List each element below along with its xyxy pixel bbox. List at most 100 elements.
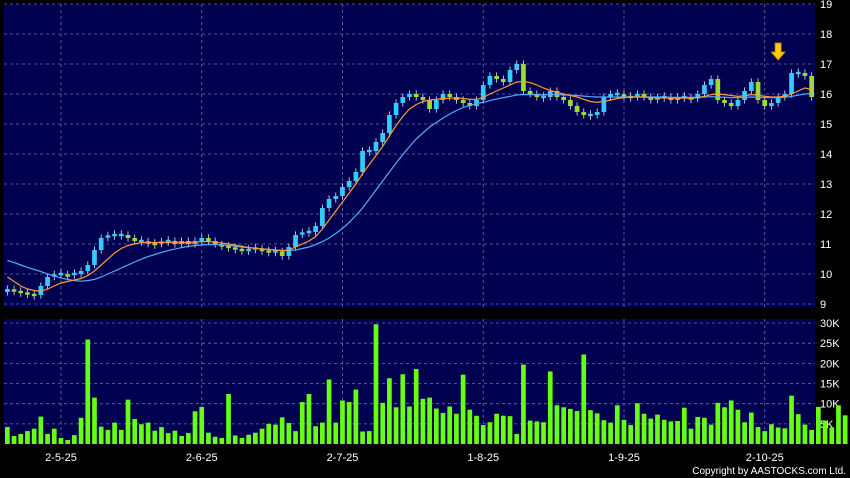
candle-body <box>695 94 701 99</box>
candle-body <box>521 64 526 91</box>
price-tick-label: 18 <box>820 29 832 41</box>
volume-bar <box>299 402 305 444</box>
candle-body <box>11 289 17 292</box>
volume-tick-label: 25K <box>820 338 840 350</box>
candle-body <box>809 76 814 97</box>
volume-bar <box>836 405 841 444</box>
price-tick-label: 11 <box>820 239 831 251</box>
volume-bar <box>145 422 151 444</box>
volume-bar <box>487 422 493 444</box>
volume-bar <box>226 394 231 444</box>
candle-body <box>735 100 741 106</box>
volume-bar <box>474 415 479 444</box>
volume-bar <box>795 414 801 444</box>
candle-body <box>400 97 406 103</box>
volume-bar <box>568 408 573 444</box>
x-axis: 2-5-25 2-6-25 2-7-25 1-8-25 1-9-25 2-10-25 <box>45 452 784 464</box>
candle-body <box>38 286 44 295</box>
volume-bar <box>85 339 91 444</box>
volume-bar <box>574 410 580 444</box>
volume-bar <box>366 431 372 444</box>
candle-body <box>440 94 446 100</box>
candle-body <box>5 289 10 292</box>
candle-body <box>326 199 332 208</box>
volume-bar <box>112 422 117 444</box>
volume-bar <box>809 429 814 444</box>
candle-body <box>306 230 312 234</box>
candle-body <box>500 79 506 82</box>
volume-bar <box>748 412 754 444</box>
candle-body <box>762 100 768 106</box>
volume-bar <box>728 400 734 444</box>
volume-bar <box>266 423 272 444</box>
volume-bar <box>165 433 171 444</box>
price-y-axis: 9 10 11 12 13 14 15 16 17 18 19 <box>820 0 832 311</box>
candle-body <box>78 271 84 274</box>
volume-bar <box>440 412 446 444</box>
volume-bar <box>601 420 607 444</box>
volume-bar <box>393 407 399 444</box>
candle-body <box>621 94 627 97</box>
volume-bar <box>507 416 513 444</box>
candle-body <box>266 250 272 253</box>
copyright-text: Copyright by AASTOCKS.com Ltd. <box>692 466 846 477</box>
volume-bar <box>427 397 432 444</box>
volume-bar <box>628 425 634 444</box>
volume-bar <box>581 354 587 444</box>
candle-body <box>601 97 607 112</box>
volume-bar <box>306 394 312 444</box>
volume-bar <box>708 424 714 444</box>
volume-bar <box>588 410 593 444</box>
candle-body <box>98 238 104 250</box>
volume-bar <box>681 407 687 444</box>
candle-body <box>795 71 801 75</box>
volume-bar <box>668 421 674 444</box>
volume-bar <box>346 402 352 444</box>
volume-bar <box>118 429 124 444</box>
volume-bar <box>38 416 44 444</box>
volume-bar <box>192 411 198 444</box>
candle-body <box>246 248 251 252</box>
candle-body <box>433 100 439 109</box>
volume-bar <box>447 406 453 444</box>
candle-body <box>65 274 71 277</box>
candle-body <box>313 226 319 232</box>
volume-bar <box>547 371 553 444</box>
volume-bar <box>735 409 741 444</box>
volume-bar <box>695 416 701 444</box>
candle-body <box>279 251 285 256</box>
candle-body <box>507 70 513 82</box>
volume-bar <box>239 437 245 444</box>
candle-body <box>413 94 419 97</box>
candle-body <box>320 208 325 226</box>
volume-bar <box>500 415 506 444</box>
candle-body <box>527 91 533 94</box>
candle-body <box>85 265 91 271</box>
volume-bar <box>407 406 412 444</box>
candle-body <box>588 113 593 117</box>
volume-bar <box>279 417 285 444</box>
candle-body <box>139 239 144 243</box>
candle-body <box>18 290 24 294</box>
volume-bar <box>400 374 406 444</box>
candle-body <box>31 293 37 297</box>
candle-body <box>45 277 50 286</box>
volume-bar <box>58 437 64 444</box>
candle-body <box>769 103 774 106</box>
candle-body <box>407 94 412 97</box>
volume-tick-label: 10K <box>820 399 840 411</box>
volume-bar <box>454 413 459 444</box>
candle-body <box>105 235 111 238</box>
volume-bar <box>185 433 191 444</box>
x-tick-label: 2-6-25 <box>186 452 218 464</box>
price-tick-label: 12 <box>820 209 832 221</box>
volume-bar <box>72 435 77 444</box>
candle-body <box>92 250 97 265</box>
volume-bar <box>762 431 768 444</box>
candle-body <box>608 94 613 97</box>
volume-bar <box>172 430 178 444</box>
volume-bar <box>132 419 138 444</box>
candle-body <box>789 73 794 94</box>
volume-bars <box>5 324 848 444</box>
x-tick-label: 2-7-25 <box>327 452 359 464</box>
